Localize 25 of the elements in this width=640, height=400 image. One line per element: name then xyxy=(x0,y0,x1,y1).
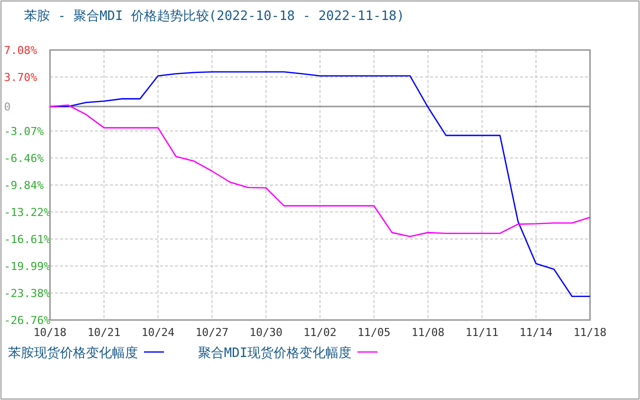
x-tick-label: 11/11 xyxy=(465,326,499,339)
y-tick-label: -9.84% xyxy=(4,179,44,192)
y-tick-label: 7.08% xyxy=(4,44,38,57)
x-tick-label: 10/18 xyxy=(33,326,67,339)
legend-label: 聚合MDI现货价格变化幅度 xyxy=(198,345,352,361)
y-tick-label: -23.38% xyxy=(4,287,51,300)
legend-label: 苯胺现货价格变化幅度 xyxy=(8,345,138,361)
y-tick-label: 0 xyxy=(4,100,11,114)
x-tick-label: 11/02 xyxy=(303,326,337,339)
y-tick-label: -16.61% xyxy=(4,233,51,246)
x-tick-label: 11/05 xyxy=(357,326,391,339)
y-tick-label: -26.76% xyxy=(4,314,51,327)
y-tick-label: -19.99% xyxy=(4,260,51,273)
y-tick-label: -13.22% xyxy=(4,206,51,219)
x-tick-label: 11/08 xyxy=(411,326,445,339)
y-tick-label: -6.46% xyxy=(4,152,44,166)
chart-title: 苯胺 - 聚合MDI 价格趋势比较(2022-10-18 - 2022-11-18) xyxy=(24,9,404,24)
x-tick-label: 10/24 xyxy=(141,326,175,339)
y-tick-label: -3.07% xyxy=(4,124,44,138)
x-tick-label: 10/21 xyxy=(87,326,121,339)
x-tick-label: 11/18 xyxy=(573,326,607,339)
x-tick-label: 10/27 xyxy=(195,326,229,339)
y-tick-label: 3.70% xyxy=(4,70,38,84)
x-tick-label: 11/14 xyxy=(519,326,553,339)
x-tick-label: 10/30 xyxy=(249,326,283,339)
